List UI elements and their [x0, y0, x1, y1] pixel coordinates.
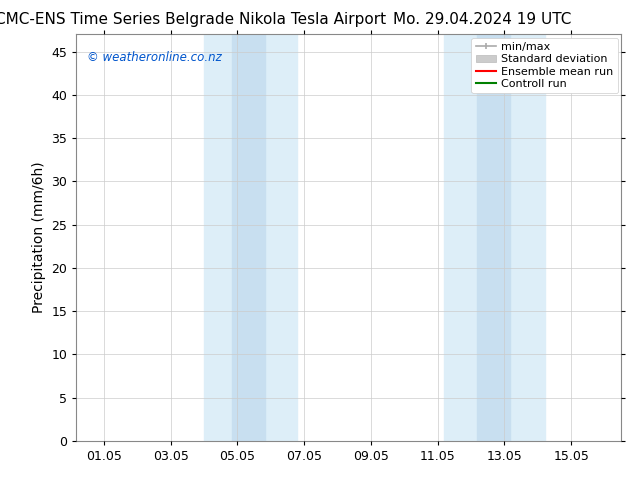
Bar	[231, 34, 265, 441]
Bar	[444, 34, 545, 441]
Y-axis label: Precipitation (mm/6h): Precipitation (mm/6h)	[32, 162, 46, 314]
Text: © weatheronline.co.nz: © weatheronline.co.nz	[87, 50, 222, 64]
Bar	[477, 34, 510, 441]
Legend: min/max, Standard deviation, Ensemble mean run, Controll run: min/max, Standard deviation, Ensemble me…	[471, 38, 618, 93]
Bar	[204, 34, 297, 441]
Text: Mo. 29.04.2024 19 UTC: Mo. 29.04.2024 19 UTC	[392, 12, 571, 27]
Text: CMC-ENS Time Series Belgrade Nikola Tesla Airport: CMC-ENS Time Series Belgrade Nikola Tesl…	[0, 12, 385, 27]
